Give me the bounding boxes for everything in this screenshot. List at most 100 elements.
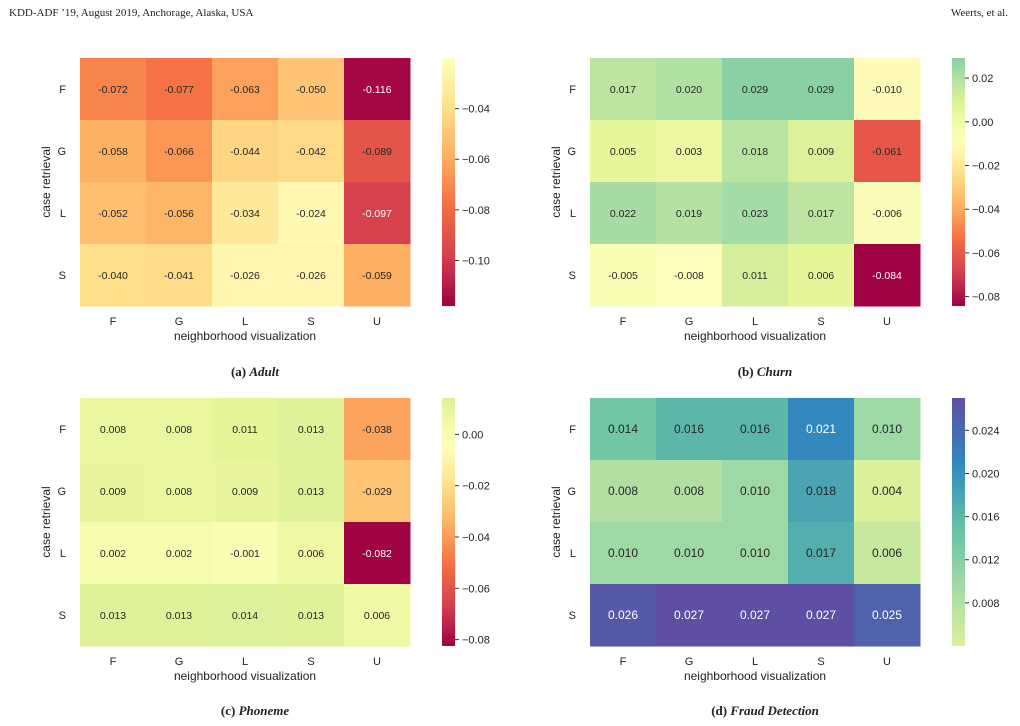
y-tick-label: S (569, 270, 576, 282)
heatmap-cell (590, 120, 657, 183)
cell-value-label: 0.013 (166, 610, 192, 622)
cell-value-label: 0.016 (740, 422, 770, 436)
cell-value-label: 0.027 (806, 608, 836, 622)
cell-value-label: 0.021 (806, 422, 836, 436)
cell-value-label: 0.010 (740, 546, 770, 560)
cell-value-label: 0.003 (676, 146, 702, 158)
caption-label: (b) (737, 364, 754, 379)
cell-value-label: -0.097 (362, 208, 392, 220)
cell-value-label: -0.066 (164, 146, 194, 158)
x-tick-label: S (307, 656, 314, 668)
colorbar (442, 58, 455, 306)
heatmap-cell (788, 398, 855, 461)
cell-value-label: -0.084 (872, 270, 902, 282)
x-tick-label: S (307, 316, 314, 328)
cell-value-label: 0.022 (610, 208, 636, 220)
y-tick-label: S (569, 610, 576, 622)
heatmap-cell (146, 120, 213, 183)
heatmap-cell (656, 120, 723, 183)
y-tick-label: G (567, 146, 576, 158)
heatmap-cell (212, 522, 279, 585)
colorbar-tick-label: 0.016 (972, 512, 1000, 524)
heatmap-cell (854, 120, 921, 183)
heatmap-cell (722, 120, 789, 183)
heatmap-cell (722, 182, 789, 245)
x-tick-label: L (242, 656, 248, 668)
colorbar-tick-label: −0.04 (462, 104, 490, 116)
heatmap-cell (854, 58, 921, 121)
y-tick-label: G (567, 486, 576, 498)
y-tick-label: S (59, 270, 66, 282)
y-tick-label: L (570, 548, 576, 560)
heatmap-cell (656, 584, 723, 647)
x-axis-title: neighborhood visualization (174, 669, 316, 683)
caption-churn: (b) Churn (510, 364, 1020, 380)
cell-value-label: 0.010 (674, 546, 704, 560)
running-header-left: KDD-ADF ’19, August 2019, Anchorage, Ala… (9, 7, 254, 19)
cell-value-label: 0.013 (298, 610, 324, 622)
y-tick-label: L (570, 208, 576, 220)
cell-value-label: 0.017 (808, 208, 834, 220)
caption-fraud-detection: (d) Fraud Detection (510, 703, 1020, 719)
heatmap-cell (344, 182, 411, 245)
cell-value-label: -0.026 (230, 270, 260, 282)
cell-value-label: -0.058 (98, 146, 128, 158)
cell-value-label: -0.116 (363, 84, 392, 96)
heatmap-panel-adult: -0.072 -0.077 -0.063 -0.050 -0.116 -0.058 -0.0… (0, 30, 510, 379)
colorbar-tick-label: −0.06 (462, 154, 490, 166)
cell-value-label: 0.005 (610, 146, 636, 158)
cell-value-label: -0.024 (296, 208, 326, 220)
colorbar-tick-label: 0.00 (462, 429, 483, 441)
heatmap-cell (788, 244, 855, 307)
heatmap-cell (722, 460, 789, 523)
cell-value-label: 0.009 (232, 486, 258, 498)
heatmap-cell (656, 244, 723, 307)
x-tick-label: F (110, 656, 117, 668)
x-tick-label: L (242, 316, 248, 328)
x-tick-label: S (817, 656, 824, 668)
x-axis-title: neighborhood visualization (684, 329, 826, 343)
cell-value-label: 0.009 (808, 146, 834, 158)
heatmap-cell (344, 58, 411, 121)
colorbar-tick-label: −0.02 (972, 161, 1000, 173)
x-tick-label: G (175, 316, 184, 328)
heatmap-cell (146, 460, 213, 523)
heatmap-cell (80, 460, 147, 523)
cell-value-label: -0.029 (362, 486, 392, 498)
cell-value-label: -0.044 (230, 146, 260, 158)
x-tick-label: L (752, 316, 758, 328)
caption-phoneme: (c) Phoneme (0, 703, 510, 719)
y-tick-label: S (59, 610, 66, 622)
cell-value-label: -0.041 (164, 270, 194, 282)
x-axis-title: neighborhood visualization (174, 329, 316, 343)
cell-value-label: 0.020 (676, 84, 702, 96)
caption-label: (a) (230, 364, 247, 379)
cell-value-label: 0.011 (232, 424, 258, 436)
cell-value-label: 0.025 (872, 608, 902, 622)
y-tick-label: L (60, 208, 66, 220)
x-tick-label: G (685, 656, 694, 668)
x-tick-label: L (752, 656, 758, 668)
heatmap-cell (80, 120, 147, 183)
colorbar (952, 398, 965, 646)
cell-value-label: 0.014 (232, 610, 258, 622)
x-tick-label: U (373, 316, 381, 328)
heatmap-cell (278, 398, 345, 461)
colorbar-tick-label: 0.00 (972, 117, 993, 129)
y-axis-title: case retrieval (39, 146, 53, 217)
colorbar (952, 58, 965, 306)
heatmap-cell (278, 182, 345, 245)
colorbar-tick-label: −0.08 (462, 205, 490, 217)
cell-value-label: 0.016 (674, 422, 704, 436)
heatmap-cell (80, 584, 147, 647)
caption-label: (c) (220, 703, 236, 718)
heatmap-cell (212, 182, 279, 245)
heatmap-phoneme: 0.008 0.008 0.011 0.013 -0.038 0.009 0.008 0.00… (39, 398, 490, 683)
colorbar-tick-label: 0.008 (972, 598, 1000, 610)
cell-value-label: 0.029 (808, 84, 834, 96)
caption-dataset-name: Adult (249, 364, 280, 379)
cell-value-label: -0.001 (230, 548, 260, 560)
cell-value-label: -0.006 (872, 208, 902, 220)
cell-value-label: -0.042 (296, 146, 326, 158)
heatmap-cell (656, 182, 723, 245)
